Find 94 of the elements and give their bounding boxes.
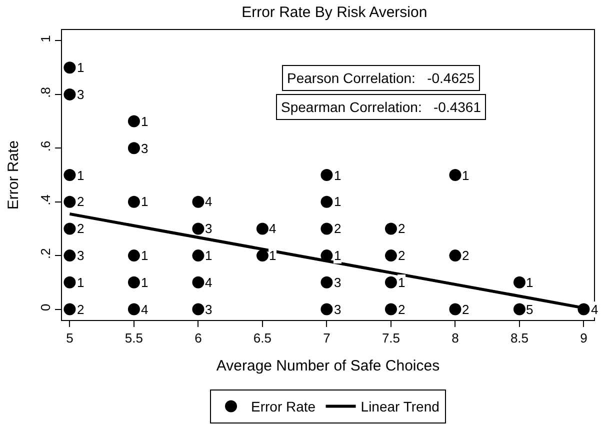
x-axis-title: Average Number of Safe Choices: [216, 358, 440, 375]
y-tick-label: 0: [38, 304, 53, 311]
annotation: 4: [205, 194, 212, 209]
y-tick-label: .4: [38, 194, 53, 206]
point: [192, 250, 204, 262]
x-tick-label: 6: [194, 330, 202, 346]
annotation: 3: [205, 302, 212, 317]
annotation: 2: [398, 221, 406, 236]
point: [64, 303, 76, 316]
point: [192, 303, 204, 316]
annotation: 1: [205, 248, 212, 263]
annotation: 2: [77, 194, 84, 209]
y-tick-label: .6: [38, 140, 53, 152]
annotation: 3: [77, 248, 84, 263]
point: [256, 222, 268, 235]
annotation: 1: [462, 168, 470, 183]
chart-title: Error Rate By Risk Aversion: [242, 4, 428, 22]
annotation: 3: [77, 87, 84, 102]
point: [128, 250, 140, 262]
annotation: 1: [141, 194, 148, 209]
point: [192, 222, 204, 235]
annotation: 2: [462, 302, 470, 317]
annotation: 1: [269, 248, 276, 263]
y-axis-title: Error Rate: [5, 140, 22, 210]
annotation: 4: [141, 302, 148, 317]
annotation: Pearson Correlation: -0.4625: [287, 70, 475, 86]
annotation: 2: [77, 302, 84, 317]
point: [384, 303, 397, 316]
point: [64, 62, 76, 74]
point: [384, 276, 397, 288]
annotation: 1: [398, 275, 406, 290]
point: [320, 196, 333, 208]
point: [384, 250, 397, 262]
annotation: 3: [334, 275, 342, 290]
annotation: 2: [77, 221, 84, 236]
point: [320, 222, 333, 235]
annotation: 4: [205, 275, 212, 290]
point: [128, 276, 140, 288]
point: [192, 276, 204, 288]
annotation: 1: [141, 248, 148, 263]
annotation: 1: [526, 275, 534, 290]
x-tick-label: 5.5: [124, 330, 143, 346]
annotation: 1: [77, 60, 84, 75]
point: [320, 303, 333, 316]
point: [128, 142, 140, 154]
annotation: 3: [205, 221, 212, 236]
point: [128, 115, 140, 128]
x-tick-label: 8: [452, 330, 459, 346]
x-tick-label: 7.5: [382, 330, 400, 346]
x-tick-label: 8.5: [510, 330, 529, 346]
point: [128, 303, 140, 316]
annotation: 1: [141, 275, 148, 290]
annotation: 3: [334, 302, 342, 317]
point: [449, 169, 462, 181]
point: [64, 276, 76, 288]
x-tick-label: 5: [66, 330, 74, 346]
annotation: 4: [591, 302, 598, 317]
point: [64, 250, 76, 262]
point: [64, 196, 76, 208]
point: [64, 222, 76, 235]
annotation: 2: [398, 302, 406, 317]
annotation: 1: [334, 168, 342, 183]
annotation: 1: [334, 194, 342, 209]
annotation: 3: [141, 141, 148, 156]
x-tick-label: 6.5: [253, 330, 272, 346]
point: [320, 169, 333, 181]
annotation: 5: [526, 302, 534, 317]
point: [64, 169, 76, 181]
annotation: 1: [141, 114, 148, 129]
annotation: 2: [398, 248, 406, 263]
point: [449, 303, 462, 316]
y-tick-label: 1: [38, 35, 53, 42]
point: [192, 196, 204, 208]
legend-label: Linear Trend: [360, 398, 440, 415]
annotation: 1: [77, 275, 84, 290]
y-tick-label: .2: [38, 248, 53, 260]
annotation: 2: [334, 221, 342, 236]
point: [384, 222, 397, 235]
point: [513, 303, 526, 316]
legend-label: Error Rate: [251, 398, 316, 415]
annotation: Spearman Correlation: -0.4361: [281, 99, 482, 115]
annotation: 4: [269, 221, 276, 236]
point: [513, 276, 526, 288]
point: [128, 196, 140, 208]
x-tick-label: 9: [580, 330, 588, 346]
annotation: 2: [462, 248, 470, 263]
annotation: 1: [77, 168, 84, 183]
annotation: 1: [334, 248, 342, 263]
point: [64, 88, 76, 100]
point: [256, 250, 268, 262]
point: [449, 250, 462, 262]
x-tick-label: 7: [323, 330, 330, 346]
y-tick-label: .8: [38, 87, 53, 98]
point: [320, 276, 333, 288]
